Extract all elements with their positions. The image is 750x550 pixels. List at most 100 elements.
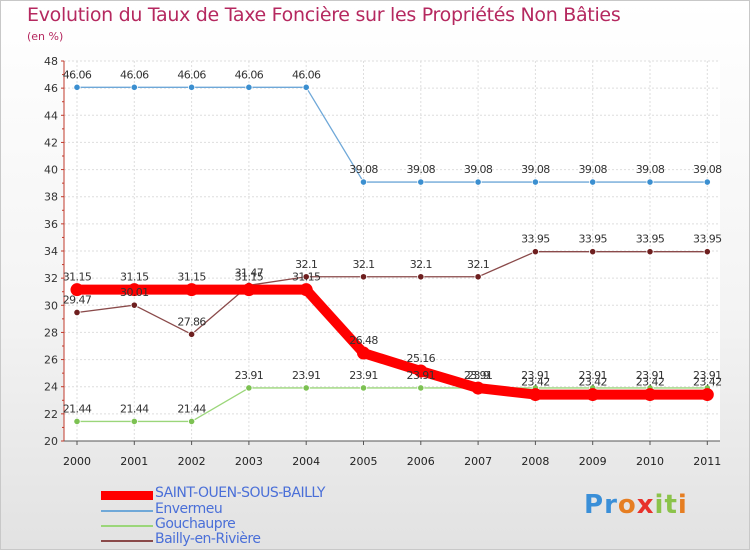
data-label-Bailly-en-Rivière: 27.86 bbox=[177, 315, 206, 328]
data-point-Bailly-en-Rivière bbox=[359, 273, 368, 281]
logo-letter: o bbox=[617, 490, 637, 520]
series-line-Bailly-en-Rivière bbox=[76, 251, 708, 335]
data-label-Bailly-en-Rivière: 33.95 bbox=[636, 233, 665, 246]
data-point-Bailly-en-Rivière bbox=[302, 273, 310, 281]
data-point-Bailly-en-Rivière bbox=[531, 248, 540, 256]
x-tick-label: 2003 bbox=[235, 455, 263, 468]
logo-letter: i bbox=[677, 490, 688, 520]
data-point-Bailly-en-Rivière bbox=[646, 248, 654, 256]
data-label-Bailly-en-Rivière: 30.01 bbox=[120, 286, 149, 299]
data-label-Bailly-en-Rivière: 32.1 bbox=[467, 258, 489, 271]
data-label-Bailly-en-Rivière: 33.95 bbox=[578, 233, 607, 246]
proxiti-logo: Proxiti bbox=[584, 490, 688, 520]
data-point-SAINT-OUEN-SOUS-BAILLY bbox=[70, 283, 84, 297]
logo-letter: t bbox=[664, 490, 678, 520]
data-point-SAINT-OUEN-SOUS-BAILLY bbox=[700, 388, 714, 402]
data-point-Bailly-en-Rivière bbox=[589, 248, 597, 256]
data-point-SAINT-OUEN-SOUS-BAILLY bbox=[357, 346, 370, 360]
data-label-SAINT-OUEN-SOUS-BAILLY: 23.9 bbox=[467, 369, 490, 382]
data-point-Envermeu bbox=[73, 83, 81, 91]
y-tick-label: 44 bbox=[44, 109, 58, 122]
logo-letter: i bbox=[654, 490, 665, 520]
data-label-SAINT-OUEN-SOUS-BAILLY: 31.15 bbox=[63, 271, 92, 284]
data-point-SAINT-OUEN-SOUS-BAILLY bbox=[127, 283, 141, 297]
y-tick-label: 20 bbox=[44, 435, 58, 448]
logo-letter: P bbox=[584, 490, 605, 520]
y-tick-label: 48 bbox=[44, 55, 58, 68]
data-point-Gouchaupre bbox=[73, 417, 81, 426]
data-label-Gouchaupre: 23.91 bbox=[521, 369, 550, 382]
legend-label: SAINT-OUEN-SOUS-BAILLY bbox=[155, 485, 325, 501]
data-point-SAINT-OUEN-SOUS-BAILLY bbox=[185, 283, 199, 297]
data-label-Gouchaupre: 23.91 bbox=[292, 369, 321, 382]
data-point-Bailly-en-Rivière bbox=[130, 301, 138, 309]
data-point-Envermeu bbox=[646, 178, 654, 186]
series-line-SAINT-OUEN-SOUS-BAILLY bbox=[72, 284, 713, 400]
y-tick-label: 26 bbox=[44, 354, 58, 367]
data-label-Envermeu: 39.08 bbox=[464, 163, 493, 176]
data-point-Envermeu bbox=[474, 178, 482, 186]
y-tick-label: 24 bbox=[44, 381, 58, 394]
data-label-Gouchaupre: 23.91 bbox=[578, 369, 607, 382]
y-tick-label: 32 bbox=[44, 272, 58, 285]
logo-letter: r bbox=[604, 490, 618, 520]
data-label-SAINT-OUEN-SOUS-BAILLY: 23.42 bbox=[578, 376, 607, 389]
data-point-Envermeu bbox=[245, 83, 253, 91]
x-tick-label: 2007 bbox=[464, 455, 492, 468]
y-tick-label: 30 bbox=[44, 299, 58, 312]
data-point-Envermeu bbox=[302, 83, 310, 91]
data-point-Envermeu bbox=[130, 83, 138, 91]
x-tick-label: 2010 bbox=[636, 455, 664, 468]
chart-title: Evolution du Taux de Taxe Foncière sur l… bbox=[27, 4, 621, 26]
y-tick-label: 34 bbox=[44, 245, 58, 258]
y-tick-label: 46 bbox=[44, 82, 58, 95]
data-label-SAINT-OUEN-SOUS-BAILLY: 31.15 bbox=[120, 271, 149, 284]
data-label-Envermeu: 39.08 bbox=[636, 163, 665, 176]
data-point-Gouchaupre bbox=[245, 384, 253, 392]
logo-letter: x bbox=[636, 490, 655, 520]
data-label-SAINT-OUEN-SOUS-BAILLY: 23.42 bbox=[521, 376, 550, 389]
data-label-Envermeu: 46.06 bbox=[235, 68, 264, 81]
legend-swatch bbox=[101, 510, 153, 512]
data-label-Bailly-en-Rivière: 32.1 bbox=[410, 258, 432, 271]
y-tick-label: 42 bbox=[44, 136, 58, 149]
x-tick-label: 2001 bbox=[120, 455, 148, 468]
data-point-SAINT-OUEN-SOUS-BAILLY bbox=[471, 381, 485, 395]
data-label-Gouchaupre: 23.91 bbox=[407, 369, 436, 382]
legend-swatch bbox=[101, 540, 153, 542]
x-tick-label: 2002 bbox=[178, 455, 206, 468]
y-tick-label: 28 bbox=[44, 326, 58, 339]
data-point-SAINT-OUEN-SOUS-BAILLY bbox=[643, 388, 657, 402]
data-label-Envermeu: 39.08 bbox=[578, 163, 607, 176]
data-label-SAINT-OUEN-SOUS-BAILLY: 23.42 bbox=[693, 376, 722, 389]
data-point-Bailly-en-Rivière bbox=[188, 330, 196, 338]
data-label-Gouchaupre: 23.91 bbox=[464, 369, 493, 382]
data-label-Gouchaupre: 23.91 bbox=[693, 369, 722, 382]
x-tick-label: 2005 bbox=[350, 455, 378, 468]
data-point-SAINT-OUEN-SOUS-BAILLY bbox=[414, 364, 428, 378]
data-label-Envermeu: 46.06 bbox=[120, 68, 149, 81]
data-label-Bailly-en-Rivière: 29.47 bbox=[63, 293, 92, 306]
data-label-SAINT-OUEN-SOUS-BAILLY: 31.15 bbox=[235, 271, 264, 284]
data-point-Gouchaupre bbox=[130, 417, 138, 426]
legend-swatch bbox=[101, 490, 153, 500]
data-label-Envermeu: 39.08 bbox=[521, 163, 550, 176]
y-tick-label: 36 bbox=[44, 218, 58, 231]
data-label-Envermeu: 46.06 bbox=[292, 68, 321, 81]
series-line-Gouchaupre bbox=[76, 387, 708, 423]
data-label-Envermeu: 39.08 bbox=[407, 163, 436, 176]
data-point-Gouchaupre bbox=[417, 384, 425, 392]
data-label-Gouchaupre: 21.44 bbox=[177, 402, 206, 415]
legend-label: Bailly-en-Rivière bbox=[155, 531, 261, 547]
data-point-Bailly-en-Rivière bbox=[73, 308, 81, 317]
y-tick-label: 38 bbox=[44, 191, 58, 204]
legend-label: Envermeu bbox=[155, 501, 223, 517]
data-label-Envermeu: 39.08 bbox=[349, 163, 378, 176]
data-label-SAINT-OUEN-SOUS-BAILLY: 31.15 bbox=[177, 271, 206, 284]
data-label-Bailly-en-Rivière: 32.1 bbox=[352, 258, 374, 271]
x-tick-label: 2008 bbox=[521, 455, 549, 468]
x-tick-label: 2011 bbox=[693, 455, 721, 468]
data-label-Bailly-en-Rivière: 33.95 bbox=[693, 233, 722, 246]
